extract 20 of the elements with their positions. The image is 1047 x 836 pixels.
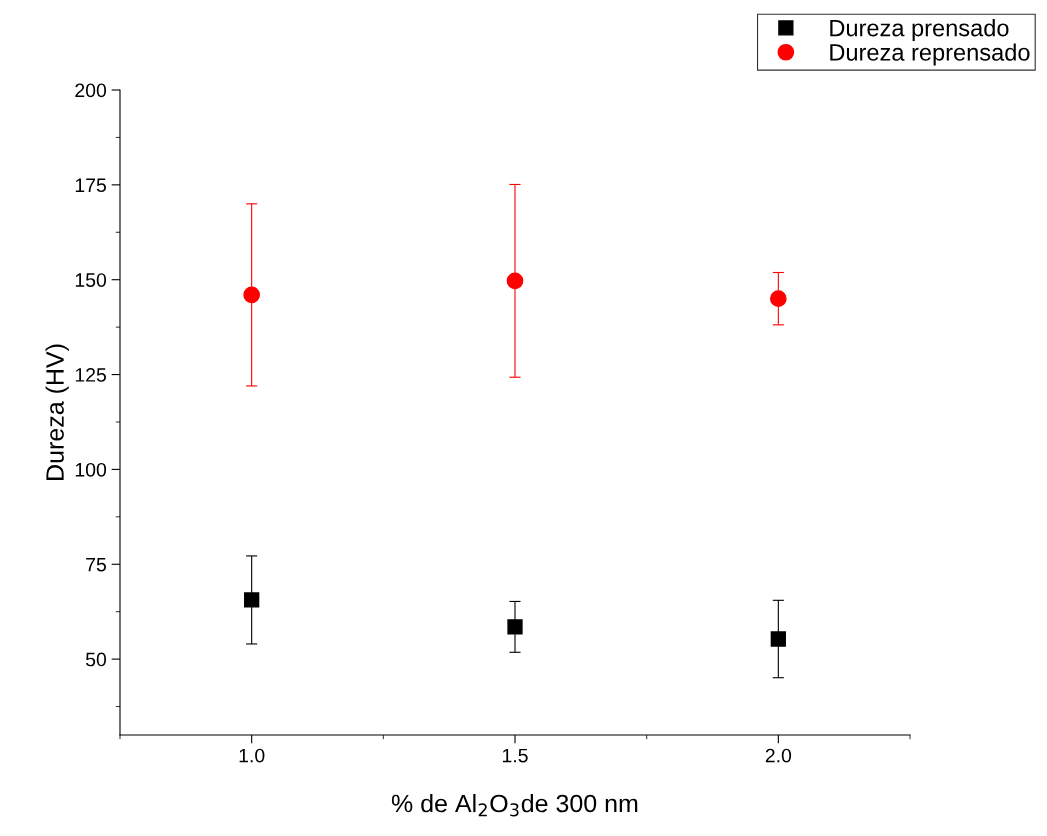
legend-label: Dureza prensado (830, 19, 1009, 42)
y-tick-label: 150 (75, 273, 107, 287)
x-axis-title: % de Al$_{2}$O$_{3}$de 300 nm (391, 793, 638, 817)
y-tick-label: 75 (86, 557, 106, 572)
point (244, 592, 260, 608)
x-tick-label: 1.5 (502, 748, 528, 763)
y-tick-label: 50 (85, 652, 107, 667)
point (507, 619, 523, 635)
y-axis-title: Dureza (HV) (45, 344, 69, 480)
point (769, 290, 787, 308)
x-tick-label: 2.0 (765, 748, 792, 763)
point (243, 286, 261, 304)
y-tick-label: 175 (75, 178, 106, 193)
x-tick-label: 1.0 (239, 748, 265, 763)
point (506, 272, 524, 290)
legend-label: Dureza reprensado (830, 43, 1030, 66)
y-tick-label: 200 (75, 83, 107, 98)
y-tick-label: 100 (75, 462, 107, 477)
y-tick-label: 125 (75, 368, 106, 382)
point (770, 631, 786, 647)
